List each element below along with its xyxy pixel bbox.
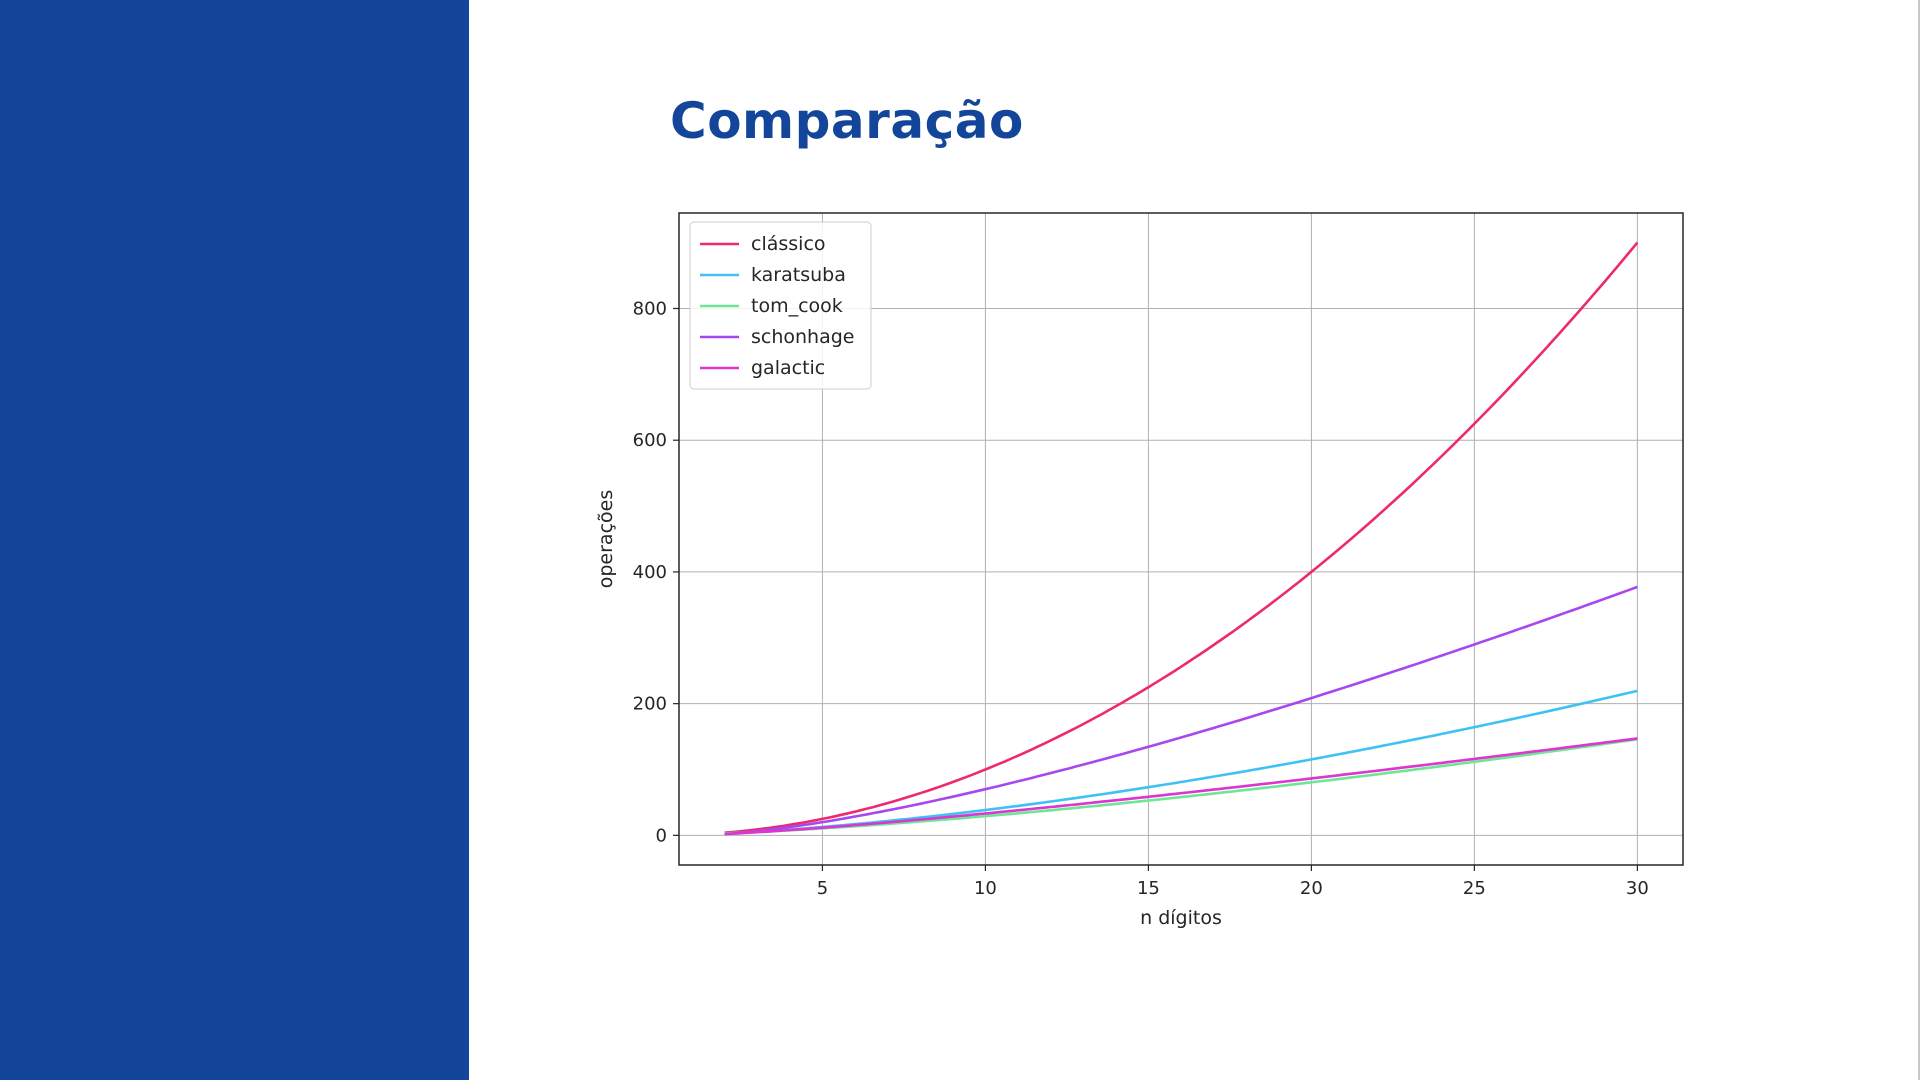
x-tick-label: 5 <box>817 878 828 899</box>
legend-label: clássico <box>751 233 826 255</box>
series-lines <box>724 241 1639 836</box>
legend-box <box>689 221 872 390</box>
legend-label: tom_cook <box>751 295 843 317</box>
series-line-tom_cook <box>724 738 1638 835</box>
series-line-clássico <box>724 241 1639 834</box>
y-tick-label: 600 <box>633 430 667 451</box>
legend: clássico karatsuba tom_cook schonhage galact… <box>689 221 872 390</box>
side-panel <box>0 0 469 1080</box>
series-line-galactic <box>724 737 1638 836</box>
x-tick-label: 15 <box>1137 878 1160 899</box>
series-line-karatsuba <box>724 689 1638 835</box>
x-axis-label: n dígitos <box>1140 907 1222 929</box>
legend-label: schonhage <box>751 326 855 348</box>
legend-label: galactic <box>751 357 825 379</box>
plot-frame <box>678 212 1684 866</box>
y-tick-label: 400 <box>633 562 667 583</box>
x-tick-label: 25 <box>1463 878 1486 899</box>
y-ticks: 0 200 400 600 800 <box>633 298 679 846</box>
slide-edge <box>1918 0 1920 1080</box>
y-tick-label: 200 <box>633 694 667 715</box>
x-tick-label: 10 <box>974 878 997 899</box>
y-tick-label: 0 <box>656 825 667 846</box>
y-tick-label: 800 <box>633 298 667 319</box>
x-tick-label: 20 <box>1300 878 1323 899</box>
legend-label: karatsuba <box>751 264 846 286</box>
series-line-schonhage <box>724 585 1638 836</box>
slide-title: Comparação <box>670 92 1024 150</box>
y-axis-label: operações <box>595 490 617 589</box>
x-ticks: 5 10 15 20 25 30 <box>817 865 1649 899</box>
x-tick-label: 30 <box>1626 878 1649 899</box>
